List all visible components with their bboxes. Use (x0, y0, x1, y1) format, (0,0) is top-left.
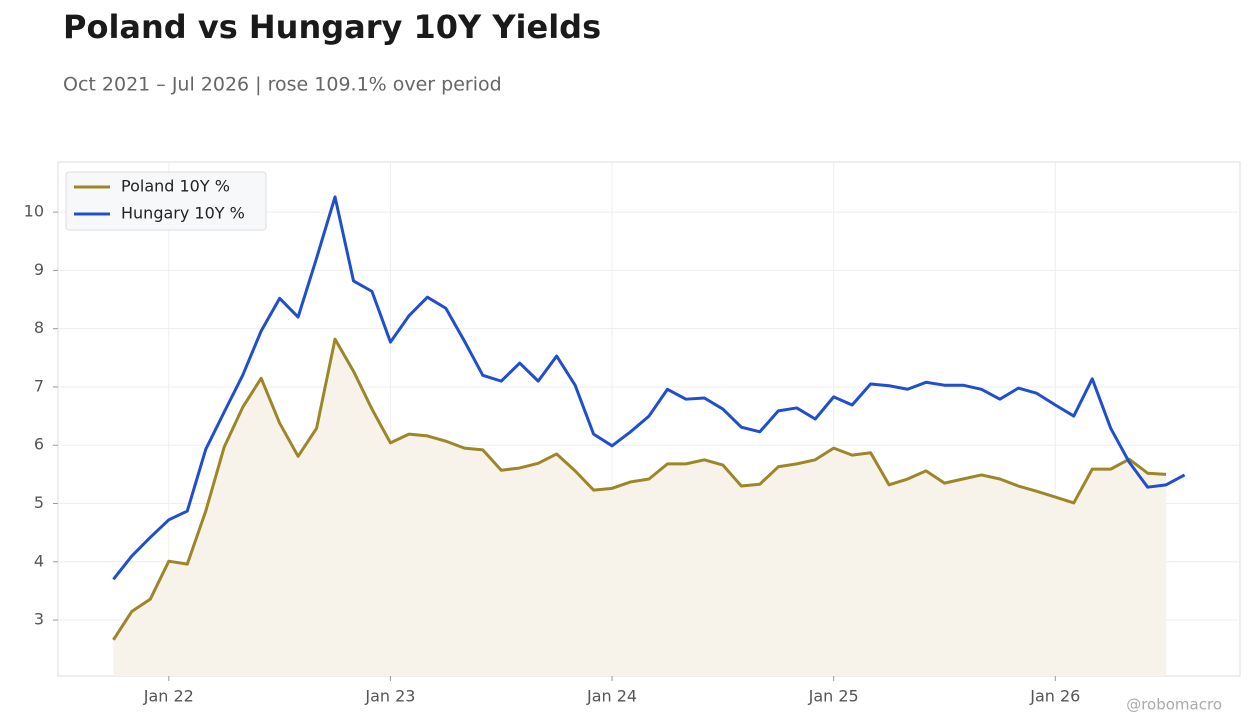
x-tick-label: Jan 23 (364, 687, 415, 706)
x-tick-label: Jan 22 (143, 687, 194, 706)
y-tick-label: 10 (24, 202, 44, 221)
line (112, 337, 1167, 641)
line (112, 195, 1186, 581)
watermark: @robomacro (1126, 696, 1222, 714)
y-tick-label: 9 (34, 260, 44, 279)
legend: Poland 10Y % Hungary 10Y % (65, 171, 267, 231)
chart-subtitle: Oct 2021 – Jul 2026 | rose 109.1% over p… (63, 74, 502, 96)
y-tick-label: 7 (34, 376, 44, 395)
y-tick-label: 4 (34, 551, 44, 570)
x-tick-label: Jan 26 (1029, 687, 1080, 706)
x-tick-label: Jan 25 (808, 687, 859, 706)
legend-box (65, 171, 267, 231)
y-tick-label: 8 (34, 318, 44, 337)
x-tick-label: Jan 24 (586, 687, 637, 706)
chart-title: Poland vs Hungary 10Y Yields (63, 8, 601, 46)
y-tick-label: 3 (34, 610, 44, 629)
area (113, 339, 1167, 676)
y-tick-label: 5 (34, 493, 44, 512)
legend-label: Hungary 10Y % (121, 204, 245, 223)
y-tick-label: 6 (34, 435, 44, 454)
legend-label: Poland 10Y % (121, 177, 230, 196)
